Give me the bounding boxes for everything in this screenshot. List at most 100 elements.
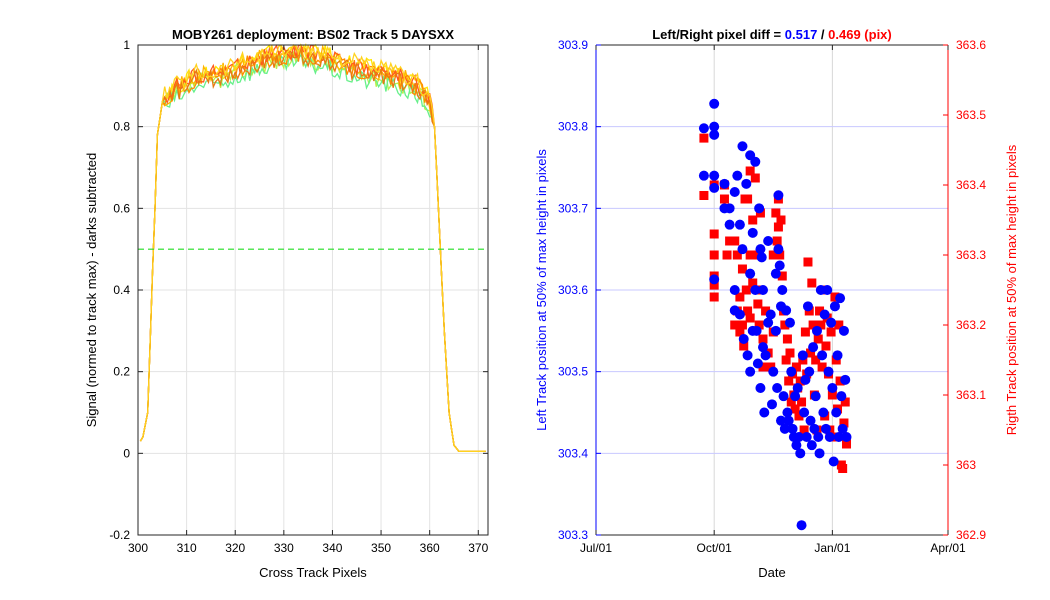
right-series-point (719, 194, 729, 204)
left-series-point (751, 325, 762, 336)
left-y-tick-label: -0.2 (109, 528, 130, 542)
left-series-point (779, 423, 790, 434)
right-series-point (780, 320, 790, 330)
left-series-line (139, 51, 486, 452)
right-series-point (743, 194, 753, 204)
right-series-point (817, 362, 827, 372)
right-series-point (835, 376, 845, 386)
right-series-point (735, 327, 745, 337)
right-left-y-tick-label: 303.3 (558, 528, 588, 542)
right-series-point (842, 439, 852, 449)
right-series-point (771, 208, 781, 218)
left-series-point (770, 325, 781, 336)
left-series-point (778, 391, 789, 402)
left-series-point (799, 407, 810, 418)
right-series-point (773, 222, 783, 232)
right-series-point (730, 236, 740, 246)
right-series-point (741, 285, 751, 295)
left-series-point (791, 440, 802, 451)
left-series-point (750, 156, 761, 167)
left-series-point (797, 350, 808, 361)
left-x-tick-label: 350 (371, 541, 391, 555)
left-series-point (732, 170, 743, 181)
left-series-point (805, 415, 816, 426)
right-series-point (786, 397, 796, 407)
left-x-tick-label: 330 (274, 541, 294, 555)
left-series-point (841, 432, 852, 442)
right-series-point (745, 250, 755, 260)
right-series-point (748, 278, 758, 288)
left-series-point (793, 432, 804, 442)
right-ylabel-right: Rigth Track position at 50% of max heigh… (1004, 144, 1019, 435)
left-series-point (829, 301, 840, 312)
right-right-y-tick-label: 363.1 (956, 388, 986, 402)
left-series-point (772, 383, 783, 393)
left-series-point (810, 391, 821, 402)
left-series-point (838, 325, 849, 336)
right-series-point (753, 299, 763, 309)
left-series-point (759, 407, 770, 418)
left-series-point (755, 244, 766, 255)
right-title-sep: / (817, 27, 828, 42)
right-series-point (748, 215, 758, 225)
right-series-point (791, 362, 801, 372)
left-series-point (832, 350, 843, 361)
right-series-point (743, 306, 753, 316)
right-series-point (750, 173, 760, 183)
left-series-point (737, 244, 748, 255)
left-series-point (827, 383, 838, 393)
left-series-point (765, 309, 776, 320)
left-series-point (729, 187, 740, 197)
right-series-point (840, 397, 850, 407)
right-x-tick-label: Apr/01 (930, 541, 966, 555)
left-x-tick-label: 320 (225, 541, 245, 555)
left-series-point (758, 285, 769, 295)
right-right-y-tick-label: 363.4 (956, 178, 986, 192)
left-series-point (760, 350, 771, 361)
left-series-point (742, 350, 753, 361)
left-series-point (773, 244, 784, 255)
right-series-point (781, 355, 791, 365)
left-series-point (709, 274, 720, 285)
left-series-point (781, 305, 792, 316)
right-series-point (737, 320, 747, 330)
left-series-point (792, 383, 803, 393)
left-series-point (840, 374, 851, 385)
left-series-points (698, 98, 852, 531)
right-series-point (732, 250, 742, 260)
left-series-point (817, 350, 828, 361)
left-x-tick-label: 300 (128, 541, 148, 555)
right-series-point (782, 334, 792, 344)
right-title: Left/Right pixel diff = 0.517 / 0.469 (p… (652, 27, 892, 42)
right-title-left-value: 0.517 (785, 27, 818, 42)
right-left-y-tick-label: 303.9 (558, 38, 588, 52)
right-x-tick-label: Jan/01 (814, 541, 850, 555)
left-series-point (828, 456, 839, 467)
left-series-point (823, 366, 834, 377)
right-series-point (709, 292, 719, 302)
right-series-point (730, 320, 740, 330)
right-series-point (775, 250, 785, 260)
right-series-point (821, 341, 831, 351)
right-series-point (811, 355, 821, 365)
left-series-point (750, 285, 761, 295)
left-series-point (741, 178, 752, 189)
left-series-point (831, 407, 842, 418)
left-series-point (814, 448, 825, 459)
right-series-point (745, 313, 755, 323)
left-series-point (800, 374, 811, 385)
right-series-point (735, 292, 745, 302)
left-series-point (808, 342, 819, 353)
left-series-point (755, 383, 766, 393)
right-x-tick-label: Jul/01 (580, 541, 612, 555)
left-ylabel: Signal (normed to track max) - darks sub… (84, 153, 99, 428)
left-series-point (795, 448, 806, 459)
left-series-point (709, 129, 720, 140)
left-series-point (819, 309, 830, 320)
left-series-point (709, 182, 720, 193)
right-chart: Jul/01 Oct/01 Jan/01 Apr/01 303.3 303.4 303.5 3… (534, 27, 1019, 580)
right-series-point (830, 292, 840, 302)
right-series-point (737, 264, 747, 274)
right-series-point (709, 229, 719, 239)
left-series-point (724, 203, 735, 214)
